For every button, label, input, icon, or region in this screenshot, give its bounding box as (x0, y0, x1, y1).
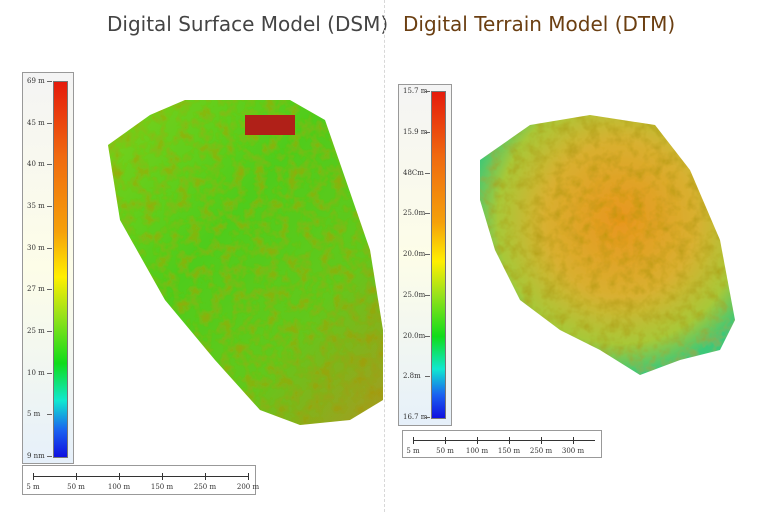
dsm-title: Digital Surface Model (DSM) (107, 12, 389, 36)
legend-label: 5 m (27, 410, 41, 419)
legend-tick (47, 456, 52, 457)
scale-label: 50 m (67, 483, 85, 491)
scale-label: 50 m (436, 447, 454, 455)
scale-tick (76, 473, 77, 480)
scale-tick (162, 473, 163, 480)
legend-tick (47, 414, 52, 416)
dsm-map (108, 100, 383, 425)
legend-tick (47, 372, 52, 374)
legend-label: 20.0m (403, 250, 426, 258)
dsm-building (245, 115, 295, 135)
legend-label: 25.0m (403, 290, 426, 299)
legend-tick (47, 331, 52, 332)
scale-tick (445, 437, 446, 444)
scale-tick (541, 437, 542, 444)
legend-label: 16.7 m (403, 413, 428, 421)
scale-label: 250 m (529, 447, 553, 455)
scale-label: 150 m (150, 483, 174, 491)
scale-tick (413, 437, 414, 444)
legend-label: 40 m (27, 160, 45, 169)
legend-label: 48Cm (403, 168, 424, 177)
scale-tick (573, 437, 574, 444)
legend-label: 15.7 m (403, 87, 428, 95)
legend-label: 10 m (27, 368, 45, 377)
dtm-color-legend: 15.7 m 15.9 m 48Cm 25.0m 20.0m 25.0m 20.0m 2.8m… (398, 84, 452, 426)
scale-tick (33, 473, 34, 480)
dtm-scale-bar: 5 m 50 m 100 m 150 m 250 m 300 m (402, 430, 602, 458)
legend-label: 9 nm (27, 452, 45, 460)
scale-label: 100 m (107, 483, 131, 491)
divider (384, 0, 385, 512)
legend-tick (47, 289, 52, 291)
dtm-color-ramp (431, 91, 446, 419)
legend-label: 30 m (27, 243, 45, 252)
legend-tick (425, 376, 430, 378)
dtm-map (480, 115, 735, 375)
dtm-title: Digital Terrain Model (DTM) (403, 12, 676, 36)
legend-label: 20.0m (403, 331, 426, 340)
legend-tick (425, 335, 430, 337)
dsm-scale-bar: 5 m 50 m 100 m 150 m 250 m 200 m (22, 465, 260, 495)
legend-label: 45 m (27, 118, 45, 127)
scale-tick (205, 473, 206, 480)
legend-tick (425, 294, 430, 296)
scale-label: 150 m (497, 447, 521, 455)
scale-tick (248, 473, 249, 480)
scale-tick (477, 437, 478, 444)
scale-label: 100 m (465, 447, 489, 455)
legend-tick (425, 131, 430, 133)
scale-label: 200 m (236, 483, 260, 491)
legend-tick (425, 213, 430, 215)
scale-label: 5 m (406, 447, 420, 455)
legend-tick (425, 172, 430, 174)
scale-label: 5 m (26, 483, 40, 491)
legend-tick (425, 254, 430, 255)
legend-label: 27 m (27, 285, 45, 294)
scale-label: 250 m (193, 483, 217, 491)
legend-tick (425, 91, 430, 92)
legend-label: 25.0m (403, 209, 426, 218)
scale-label: 300 m (561, 447, 585, 455)
legend-tick (47, 122, 52, 124)
dsm-color-ramp (53, 81, 68, 458)
legend-tick (47, 247, 52, 249)
legend-label: 69 m (27, 77, 45, 85)
legend-label: 15.9 m (403, 127, 428, 136)
scale-tick (119, 473, 120, 480)
legend-label: 25 m (27, 327, 45, 335)
legend-tick (47, 81, 52, 82)
legend-label: 2.8m (403, 372, 421, 381)
scale-tick (509, 437, 510, 444)
legend-tick (47, 206, 52, 207)
legend-label: 35 m (27, 202, 45, 210)
legend-tick (425, 417, 430, 418)
legend-tick (47, 164, 52, 166)
dsm-color-legend: 69 m 45 m 40 m 35 m 30 m 27 m 25 m 10 m 5 m 9 nm (22, 72, 74, 464)
